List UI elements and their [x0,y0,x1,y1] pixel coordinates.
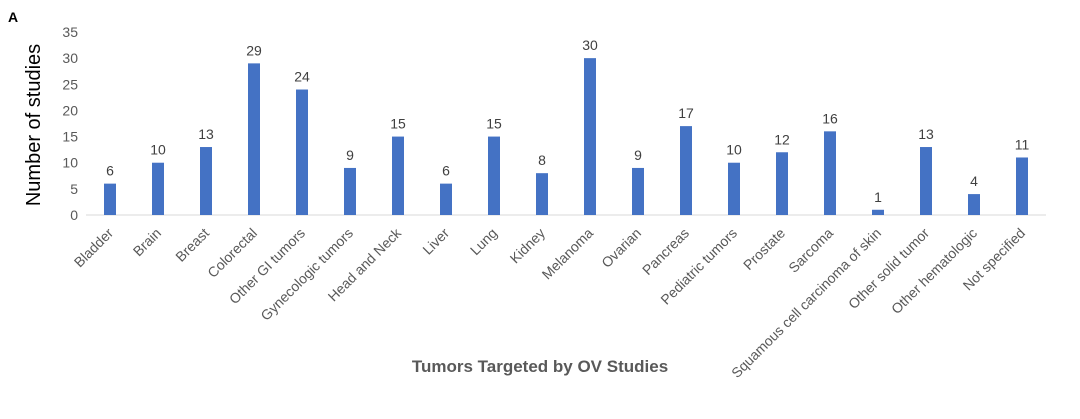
category-label: Brain [130,225,164,259]
bar [680,126,692,215]
bar [632,167,644,215]
bar [824,131,836,215]
bar [200,147,212,215]
category-label: Ovarian [598,225,644,271]
bar [872,209,884,215]
bar [488,136,500,215]
bar [1016,157,1028,215]
data-label: 9 [634,147,642,163]
y-tick-label: 25 [62,76,78,92]
category-label: Bladder [71,225,117,271]
bar [248,63,260,215]
data-label: 15 [486,116,502,132]
data-label: 8 [538,152,546,168]
bar [440,183,452,215]
bar [728,162,740,215]
bar [152,162,164,215]
data-label: 15 [390,116,406,132]
data-label: 16 [822,110,838,126]
data-label: 11 [1015,136,1030,152]
data-label: 30 [582,37,598,53]
y-axis-ticks: 0 5 10 15 20 25 30 35 [62,24,78,223]
y-tick-label: 20 [62,102,78,118]
category-label: Melanoma [539,225,597,283]
category-label: Liver [419,225,452,258]
y-tick-label: 0 [70,207,78,223]
x-axis-title: Tumors Targeted by OV Studies [412,357,668,376]
bar [536,173,548,215]
bar [104,183,116,215]
bar [776,152,788,215]
panel-label: A [8,9,18,25]
bar [968,194,980,215]
data-labels-group: 6 10 13 29 24 9 15 6 15 8 30 9 17 10 12 16 1 13 4 11 [106,37,1029,205]
data-label: 13 [198,126,214,142]
bar [584,58,596,216]
y-tick-label: 5 [70,181,78,197]
y-tick-label: 10 [62,155,78,171]
data-label: 13 [918,126,934,142]
bar [344,167,356,215]
category-label: Kidney [507,225,549,267]
y-tick-label: 35 [62,24,78,40]
bar [296,89,308,215]
category-label: Other solid tumor [845,225,932,312]
category-label: Gynecologic tumors [257,225,356,324]
data-label: 10 [726,142,742,158]
data-label: 1 [874,189,882,205]
y-tick-label: 30 [62,50,78,66]
data-label: 24 [294,69,310,85]
category-label: Lung [467,225,500,258]
bar [920,147,932,215]
data-label: 6 [442,163,450,179]
bar [392,136,404,215]
data-label: 4 [970,173,978,189]
data-label: 6 [106,163,114,179]
data-label: 17 [678,105,694,121]
data-label: 12 [774,131,790,147]
category-label: Breast [172,225,212,265]
data-label: 10 [150,142,166,158]
bars-group [104,58,1028,216]
category-label: Prostate [740,225,788,273]
category-label: Other hematologic [888,225,980,317]
data-label: 29 [246,42,262,58]
y-axis-title: Number of studies [23,44,45,206]
y-tick-label: 15 [62,129,78,145]
data-label: 9 [346,147,354,163]
